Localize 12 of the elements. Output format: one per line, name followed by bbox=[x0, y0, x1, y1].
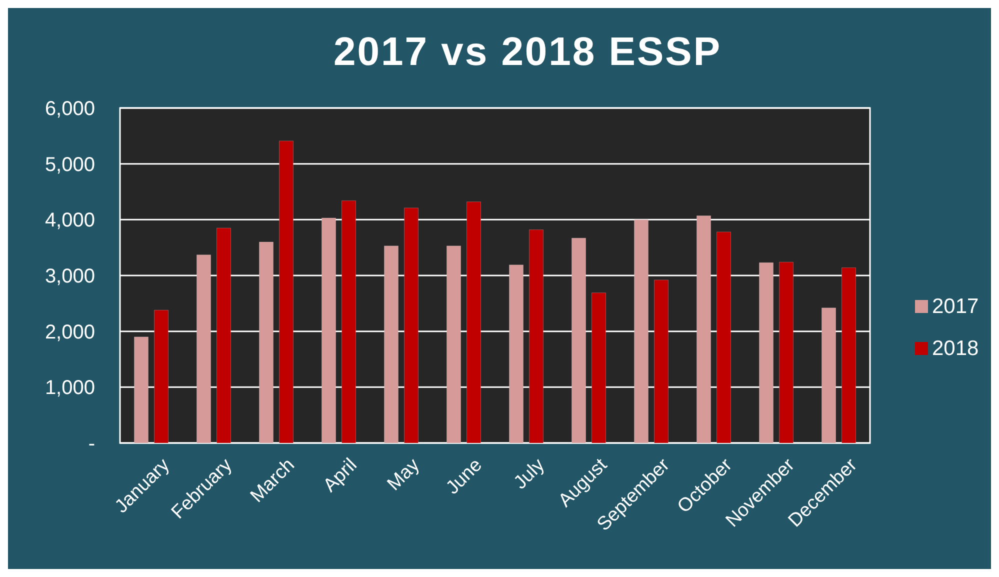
y-tick-label: 1,000 bbox=[44, 377, 95, 400]
y-tick-label: 4,000 bbox=[44, 210, 95, 232]
y-tick-label: 6,000 bbox=[44, 98, 95, 120]
legend-label: 2017 bbox=[932, 295, 979, 318]
chart-title: 2017 vs 2018 ESSP bbox=[333, 30, 722, 74]
y-tick-label: 2,000 bbox=[44, 321, 95, 344]
y-tick-label: - bbox=[88, 433, 95, 455]
y-tick-label: 5,000 bbox=[44, 154, 95, 176]
x-tick-label: May bbox=[384, 454, 424, 495]
x-tick-label: July bbox=[510, 454, 550, 494]
y-tick-label: 3,000 bbox=[44, 266, 95, 288]
legend-label: 2018 bbox=[932, 337, 979, 360]
